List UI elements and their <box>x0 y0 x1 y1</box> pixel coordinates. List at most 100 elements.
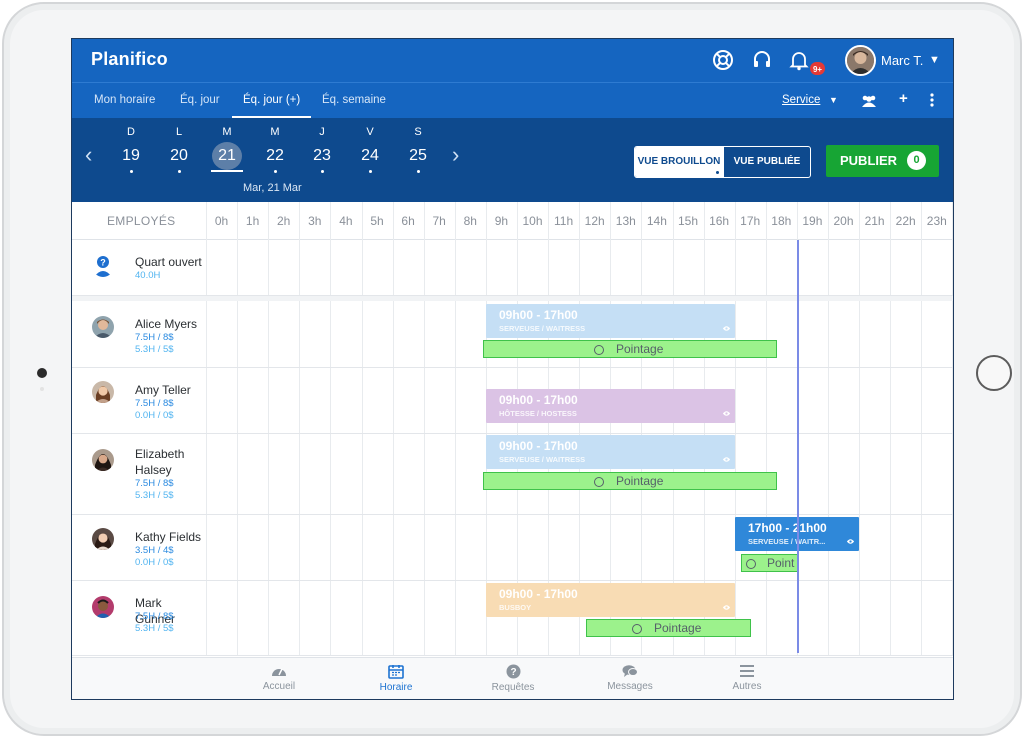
day-sun-19[interactable]: D 19 <box>114 124 148 173</box>
visibility-eye-icon <box>722 411 731 416</box>
nav-horaire[interactable]: Horaire <box>366 664 426 693</box>
visibility-eye-icon <box>846 539 855 544</box>
hour-gridline <box>890 202 892 655</box>
chat-icon <box>622 665 638 677</box>
row-divider <box>72 655 953 656</box>
avatar <box>92 316 114 338</box>
notification-badge: 9+ <box>809 61 826 76</box>
schedule-grid: EMPLOYÉS 0h 1h 2h 3h 4h 5h 6h 7h 8h 9h 10h 11h 12h 13… <box>72 202 953 657</box>
shift-block-amy[interactable]: 09h00 - 17h00 HÔTESSE / HOSTESS <box>486 389 735 423</box>
employee-scheduled-stats: 7.5H / 8$ <box>135 332 174 343</box>
employee-worked-stats: 5.3H / 5$ <box>135 623 174 634</box>
hour-label: 3h <box>308 214 322 228</box>
headset-support-icon[interactable] <box>751 49 773 71</box>
employee-worked-stats: 5.3H / 5$ <box>135 344 174 355</box>
chevron-down-icon[interactable]: ▼ <box>929 54 940 66</box>
employee-name: Alice Myers <box>135 317 198 331</box>
clock-icon <box>594 477 604 487</box>
hour-gridline <box>485 202 487 655</box>
hour-gridline <box>828 202 829 655</box>
nav-accueil[interactable]: Accueil <box>249 664 309 692</box>
hour-gridline <box>361 202 363 655</box>
open-shift-person-icon: ? <box>94 256 112 277</box>
punch-bar-kathy[interactable]: Point <box>741 554 798 572</box>
visibility-eye-icon <box>722 326 731 331</box>
hour-label: 9h <box>494 214 509 228</box>
next-week-chevron-icon[interactable]: › <box>452 142 460 167</box>
shift-block-alice[interactable]: 09h00 - 17h00 SERVEUSE / WAITRESS <box>486 304 735 338</box>
nav-autres[interactable]: Autres <box>717 664 777 692</box>
punch-bar-alice[interactable]: Pointage <box>483 340 777 358</box>
day-tue-21-selected[interactable]: M 21 <box>210 124 244 170</box>
hour-label: 14h <box>646 214 667 228</box>
current-time-indicator <box>797 240 799 653</box>
day-fri-24[interactable]: V 24 <box>353 124 387 173</box>
notification-bell-icon[interactable] <box>788 49 810 71</box>
day-sat-25[interactable]: S 25 <box>401 124 435 173</box>
hour-gridline <box>330 202 332 655</box>
published-view-button[interactable]: VUE PUBLIÉE <box>722 147 810 177</box>
employee-name: Amy Teller <box>135 383 191 397</box>
service-filter-dropdown[interactable]: Service <box>782 94 821 106</box>
caret-down-icon[interactable]: ▼ <box>829 95 838 105</box>
tab-eq-jour[interactable]: Éq. jour <box>180 94 220 106</box>
row-divider <box>72 367 953 368</box>
hour-label: 16h <box>709 214 730 228</box>
hour-label: 0h <box>214 214 229 228</box>
avatar <box>92 449 114 471</box>
hour-gridline <box>579 202 581 655</box>
hour-gridline <box>423 202 425 655</box>
tab-eq-jour-plus[interactable]: Éq. jour (+) <box>232 83 312 118</box>
svg-text:?: ? <box>100 258 106 268</box>
employee-scheduled-stats: 3.5H / 4$ <box>135 545 174 556</box>
publish-button[interactable]: PUBLIER 0 <box>826 145 939 177</box>
day-mon-20[interactable]: L 20 <box>162 124 196 173</box>
hour-label: 5h <box>370 214 384 228</box>
day-wed-22[interactable]: M 22 <box>258 124 292 173</box>
draft-view-button[interactable]: VUE BROUILLON <box>635 147 723 177</box>
hour-gridline <box>548 202 550 655</box>
add-icon[interactable]: + <box>899 90 908 107</box>
hour-gridline <box>268 202 270 655</box>
team-group-icon[interactable] <box>861 94 877 108</box>
date-selector: ‹ D 19 L 20 M 21 M 22 J 23 V 24 S 25 › Mar, 21 … <box>72 118 953 202</box>
punch-bar-elizabeth[interactable]: Pointage <box>483 472 777 490</box>
app-logo[interactable]: Planifico <box>91 49 168 69</box>
nav-messages[interactable]: Messages <box>600 664 660 692</box>
home-button[interactable] <box>976 355 1012 391</box>
user-avatar[interactable] <box>845 45 876 76</box>
hour-label: 15h <box>677 214 699 228</box>
employee-worked-stats: 0.0H / 0$ <box>135 410 174 421</box>
nav-requetes[interactable]: ? Requêtes <box>483 664 543 693</box>
avatar <box>92 381 114 403</box>
tab-eq-semaine[interactable]: Éq. semaine <box>322 94 386 106</box>
row-divider <box>72 295 953 296</box>
day-thu-23[interactable]: J 23 <box>305 124 339 173</box>
user-name[interactable]: Marc T. <box>881 53 924 68</box>
top-bar: Planifico 9+ Marc T. ▼ <box>72 39 953 82</box>
employee-hours: 40.0H <box>135 270 161 281</box>
employee-name: Mark Gunner <box>135 596 176 626</box>
clock-icon <box>632 624 642 634</box>
more-vertical-icon[interactable] <box>930 93 934 107</box>
hour-label: 6h <box>401 214 415 228</box>
clock-icon <box>594 345 604 355</box>
avatar <box>92 596 114 618</box>
prev-week-chevron-icon[interactable]: ‹ <box>85 142 93 167</box>
employee-name: Quart ouvert <box>135 255 202 269</box>
tab-mon-horaire[interactable]: Mon horaire <box>94 94 156 106</box>
hour-label: 23h <box>926 214 947 228</box>
help-lifebuoy-icon[interactable] <box>712 49 734 71</box>
publish-count-badge: 0 <box>907 151 926 170</box>
shift-block-mark[interactable]: 09h00 - 17h00 BUSBOY <box>486 583 735 617</box>
shift-block-elizabeth[interactable]: 09h00 - 17h00 SERVEUSE / WAITRESS <box>486 435 735 469</box>
hour-label: 11h <box>554 214 574 228</box>
dashboard-icon <box>272 668 286 676</box>
punch-bar-mark[interactable]: Pointage <box>586 619 751 637</box>
hour-gridline <box>610 202 612 655</box>
hour-gridline <box>392 202 394 655</box>
employee-name: Elizabeth Halsey <box>135 447 185 477</box>
hour-gridline <box>299 202 301 655</box>
hour-label: 10h <box>522 214 543 228</box>
hour-gridline <box>952 202 953 655</box>
